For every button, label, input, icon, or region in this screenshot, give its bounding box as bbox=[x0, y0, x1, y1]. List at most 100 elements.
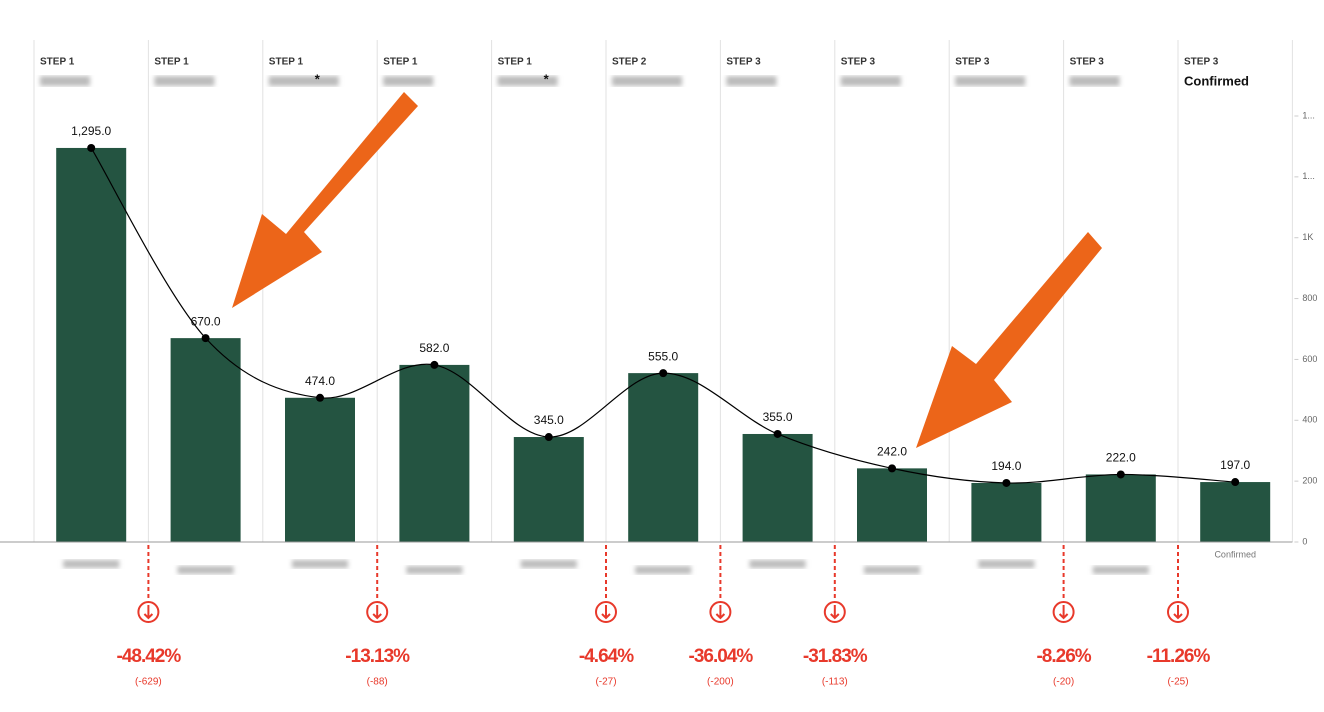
point bbox=[316, 393, 324, 402]
drop-icon-arrow bbox=[143, 605, 154, 620]
drop-count: (-25) bbox=[1167, 677, 1188, 688]
point bbox=[544, 433, 553, 442]
drop-icon bbox=[595, 601, 617, 623]
step-label: STEP 1 bbox=[383, 57, 418, 68]
bar bbox=[857, 468, 927, 542]
drop-icon bbox=[709, 601, 732, 623]
value-label: 670.0 bbox=[191, 314, 221, 328]
step-label: STEP 3 bbox=[841, 57, 876, 68]
bar bbox=[1200, 482, 1271, 542]
point bbox=[87, 143, 96, 152]
drop-off: -8.26% (-20) bbox=[1036, 545, 1093, 688]
drop-icon-arrow bbox=[372, 605, 382, 620]
bar bbox=[285, 397, 355, 542]
bar bbox=[628, 373, 699, 542]
point bbox=[1002, 478, 1011, 487]
drop-icon bbox=[1052, 601, 1075, 623]
value-label: 582.0 bbox=[419, 341, 449, 355]
drop-percent: -31.83% bbox=[803, 646, 868, 667]
step-label: STEP 1 bbox=[40, 57, 75, 68]
y-tick-label: 600 bbox=[1302, 354, 1317, 364]
y-tick-label: 1... bbox=[1302, 110, 1315, 120]
drop-icon bbox=[1167, 601, 1189, 623]
x-tick-label: Confirmed bbox=[1214, 549, 1256, 559]
bar bbox=[56, 147, 127, 542]
drop-icon-arrow bbox=[830, 605, 840, 620]
drop-icon-arrow bbox=[1058, 605, 1069, 620]
blurred-category bbox=[63, 560, 120, 568]
drop-off: -11.26% (-25) bbox=[1147, 545, 1211, 688]
point bbox=[430, 360, 439, 369]
blurred-category bbox=[520, 560, 577, 568]
point bbox=[201, 334, 210, 343]
drop-percent: -11.26% bbox=[1147, 646, 1211, 667]
step-label: STEP 1 bbox=[498, 57, 533, 68]
blurred-category bbox=[1092, 566, 1149, 574]
trend-line bbox=[90, 147, 1236, 484]
blurred-step-name bbox=[40, 76, 90, 86]
bar bbox=[1085, 474, 1156, 542]
bar bbox=[170, 338, 241, 542]
y-tick-label: 0 bbox=[1302, 536, 1307, 546]
step-label: STEP 3 bbox=[726, 57, 761, 68]
y-tick-label: 800 bbox=[1302, 293, 1317, 303]
drop-count: (-20) bbox=[1053, 677, 1074, 688]
drop-off: -4.64% (-27) bbox=[579, 545, 635, 688]
drop-off: -13.13% (-88) bbox=[345, 545, 411, 688]
y-tick-label: 1K bbox=[1302, 232, 1313, 242]
point bbox=[1231, 478, 1240, 487]
step-suffix: * bbox=[544, 71, 550, 86]
step-name: Confirmed bbox=[1184, 73, 1249, 88]
step-label: STEP 1 bbox=[269, 57, 304, 68]
step-label: STEP 1 bbox=[154, 57, 189, 68]
point bbox=[1116, 470, 1125, 479]
bar bbox=[513, 437, 584, 542]
bar bbox=[742, 433, 813, 542]
drop-icon-arrow bbox=[1173, 605, 1183, 620]
value-label: 222.0 bbox=[1106, 451, 1136, 465]
drop-percent: -13.13% bbox=[345, 646, 410, 667]
blurred-category bbox=[749, 560, 806, 568]
value-label: 194.0 bbox=[991, 459, 1021, 473]
value-label: 355.0 bbox=[763, 410, 793, 424]
blurred-category bbox=[864, 566, 920, 574]
value-label: 197.0 bbox=[1220, 458, 1250, 472]
value-label: 1,295.0 bbox=[71, 124, 111, 138]
annotation-arrow bbox=[232, 92, 1102, 448]
blurred-category bbox=[406, 566, 463, 574]
drop-percent: -36.04% bbox=[689, 646, 754, 667]
step-label: STEP 3 bbox=[955, 57, 990, 68]
step-label: STEP 2 bbox=[612, 57, 647, 68]
drop-icon bbox=[366, 601, 389, 623]
drop-icon bbox=[137, 601, 160, 623]
drop-count: (-629) bbox=[135, 677, 162, 688]
drop-icon-arrow bbox=[715, 605, 726, 620]
blurred-step-name bbox=[955, 76, 1026, 86]
blurred-category bbox=[292, 560, 348, 568]
drop-percent: -48.42% bbox=[117, 646, 182, 667]
blurred-step-name bbox=[154, 76, 215, 86]
blurred-step-name bbox=[383, 76, 434, 86]
step-suffix: * bbox=[315, 71, 321, 86]
y-tick-label: 200 bbox=[1302, 476, 1317, 486]
blurred-step-name bbox=[840, 76, 901, 86]
value-label: 555.0 bbox=[648, 349, 678, 363]
blurred-step-name bbox=[1069, 76, 1120, 86]
blurred-step-name bbox=[612, 76, 682, 86]
drop-off: -36.04% (-200) bbox=[689, 545, 754, 688]
y-tick-label: 400 bbox=[1302, 415, 1317, 425]
drop-count: (-88) bbox=[367, 677, 388, 688]
blurred-step-name bbox=[726, 76, 777, 86]
blurred-category bbox=[978, 560, 1035, 568]
drop-off: -31.83% (-113) bbox=[803, 545, 869, 688]
blurred-step-name bbox=[497, 76, 558, 86]
drop-icon bbox=[823, 601, 846, 623]
drop-percent: -8.26% bbox=[1036, 646, 1091, 667]
blurred-category bbox=[635, 566, 692, 574]
bar bbox=[399, 364, 470, 542]
drop-count: (-27) bbox=[595, 677, 616, 688]
value-label: 345.0 bbox=[534, 413, 564, 427]
drop-off: -48.42% (-629) bbox=[117, 545, 182, 688]
value-label: 242.0 bbox=[877, 445, 907, 459]
